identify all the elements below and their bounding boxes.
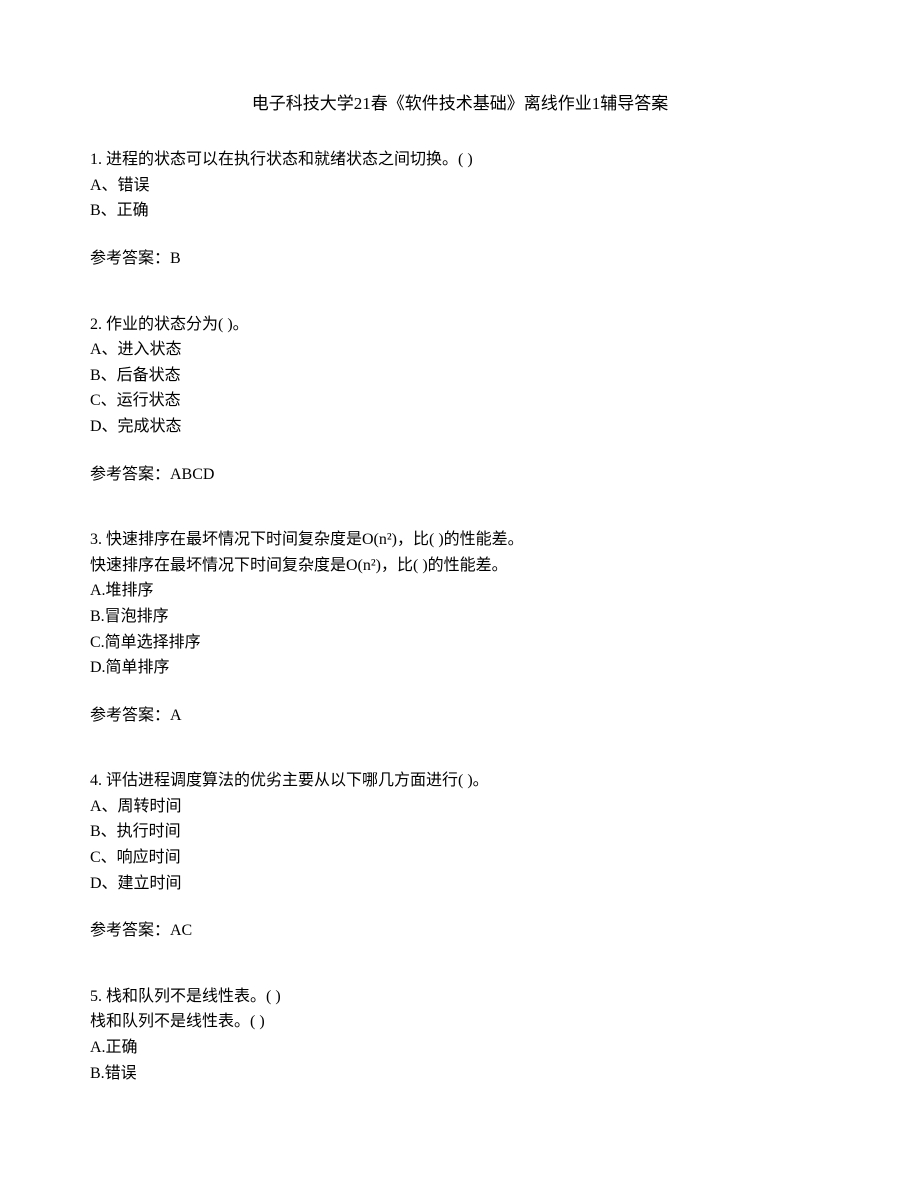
- option-a: A、周转时间: [90, 794, 830, 820]
- question-2: 2. 作业的状态分为( )。 A、进入状态 B、后备状态 C、运行状态 D、完成…: [90, 312, 830, 488]
- question-stem: 3. 快速排序在最坏情况下时间复杂度是O(n²)，比( )的性能差。: [90, 527, 830, 553]
- answer: 参考答案：ABCD: [90, 462, 830, 488]
- answer: 参考答案：B: [90, 246, 830, 272]
- option-a: A.正确: [90, 1035, 830, 1061]
- option-d: D.简单排序: [90, 655, 830, 681]
- document-title: 电子科技大学21春《软件技术基础》离线作业1辅导答案: [90, 90, 830, 117]
- question-3: 3. 快速排序在最坏情况下时间复杂度是O(n²)，比( )的性能差。 快速排序在…: [90, 527, 830, 728]
- question-stem: 4. 评估进程调度算法的优劣主要从以下哪几方面进行( )。: [90, 768, 830, 794]
- answer: 参考答案：AC: [90, 918, 830, 944]
- question-stem-repeat: 快速排序在最坏情况下时间复杂度是O(n²)，比( )的性能差。: [90, 553, 830, 579]
- option-b: B.冒泡排序: [90, 604, 830, 630]
- option-d: D、建立时间: [90, 871, 830, 897]
- question-1: 1. 进程的状态可以在执行状态和就绪状态之间切换。( ) A、错误 B、正确 参…: [90, 147, 830, 271]
- question-stem: 5. 栈和队列不是线性表。( ): [90, 984, 830, 1010]
- question-stem-repeat: 栈和队列不是线性表。( ): [90, 1009, 830, 1035]
- question-4: 4. 评估进程调度算法的优劣主要从以下哪几方面进行( )。 A、周转时间 B、执…: [90, 768, 830, 944]
- option-b: B.错误: [90, 1061, 830, 1087]
- option-c: C、响应时间: [90, 845, 830, 871]
- question-stem: 2. 作业的状态分为( )。: [90, 312, 830, 338]
- question-stem: 1. 进程的状态可以在执行状态和就绪状态之间切换。( ): [90, 147, 830, 173]
- option-c: C、运行状态: [90, 388, 830, 414]
- option-d: D、完成状态: [90, 414, 830, 440]
- question-5: 5. 栈和队列不是线性表。( ) 栈和队列不是线性表。( ) A.正确 B.错误: [90, 984, 830, 1086]
- option-a: A、错误: [90, 173, 830, 199]
- answer: 参考答案：A: [90, 703, 830, 729]
- option-a: A.堆排序: [90, 578, 830, 604]
- option-b: B、后备状态: [90, 363, 830, 389]
- option-b: B、正确: [90, 198, 830, 224]
- option-b: B、执行时间: [90, 819, 830, 845]
- option-c: C.简单选择排序: [90, 630, 830, 656]
- option-a: A、进入状态: [90, 337, 830, 363]
